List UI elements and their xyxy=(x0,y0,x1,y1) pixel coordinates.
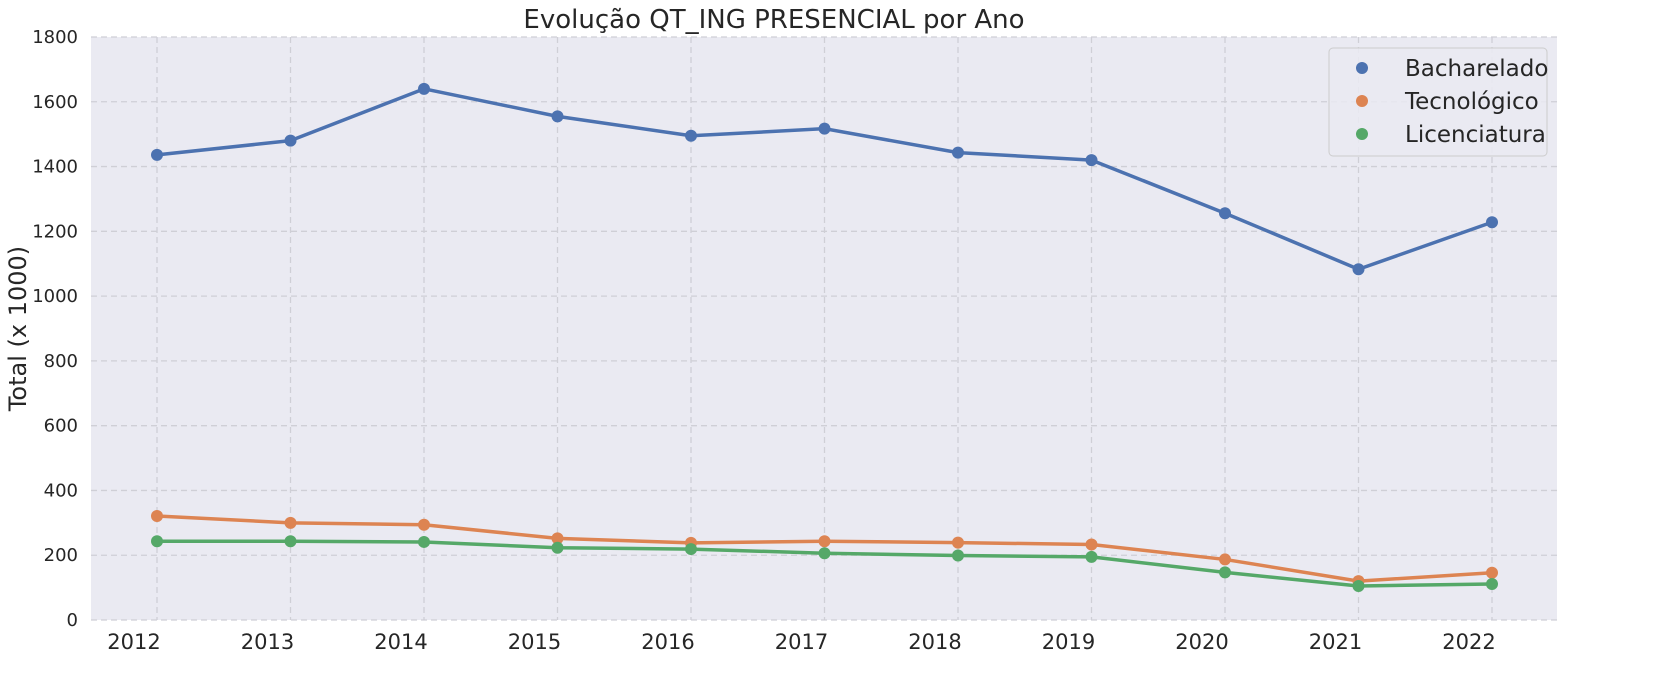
data-point xyxy=(151,148,163,161)
data-point xyxy=(418,518,430,531)
x-tick-label: 2018 xyxy=(908,630,961,654)
x-tick-label: 2017 xyxy=(775,630,828,654)
data-point xyxy=(952,146,964,159)
series-bacharelado xyxy=(151,82,1498,276)
series-tecnológico xyxy=(151,510,1498,588)
y-tick-label: 400 xyxy=(44,480,78,501)
data-point xyxy=(1352,263,1365,276)
y-axis-ticks: 0 200 400 600 800 1000 1200 1400 1600 1800 xyxy=(32,27,78,631)
data-point xyxy=(284,535,297,548)
legend-entry: Bacharelado xyxy=(1405,56,1548,82)
data-point xyxy=(151,535,163,548)
y-tick-label: 200 xyxy=(44,545,78,566)
data-point xyxy=(818,535,831,548)
data-point xyxy=(1486,578,1498,591)
data-point xyxy=(1486,566,1498,579)
data-point xyxy=(952,549,964,562)
y-tick-label: 1200 xyxy=(32,221,78,242)
y-tick-label: 600 xyxy=(44,416,78,437)
legend-entry: Licenciatura xyxy=(1405,122,1546,148)
data-point xyxy=(818,122,831,135)
data-point xyxy=(418,535,430,548)
y-tick-label: 1400 xyxy=(32,157,78,178)
y-tick-label: 1800 xyxy=(32,27,78,48)
data-point xyxy=(151,510,163,523)
data-point xyxy=(952,536,964,549)
data-point xyxy=(284,516,297,529)
data-point xyxy=(1085,538,1098,551)
legend-marker xyxy=(1356,128,1368,140)
x-tick-label: 2020 xyxy=(1175,630,1228,654)
data-point xyxy=(551,110,564,123)
x-tick-label: 2013 xyxy=(241,630,294,654)
y-tick-label: 800 xyxy=(44,351,78,372)
legend: Bacharelado Tecnológico Licenciatura xyxy=(1328,47,1548,157)
y-tick-label: 0 xyxy=(67,610,78,631)
x-tick-label: 2012 xyxy=(107,630,160,654)
legend-entry: Tecnológico xyxy=(1404,89,1539,115)
data-point xyxy=(284,134,297,147)
data-point xyxy=(818,547,831,560)
x-tick-label: 2014 xyxy=(374,630,427,654)
data-point xyxy=(1219,207,1231,220)
data-point xyxy=(1085,550,1098,563)
legend-box xyxy=(1328,47,1548,157)
y-axis-label: Total (x 1000) xyxy=(4,246,32,412)
data-point xyxy=(551,532,564,545)
grid-lines xyxy=(91,36,1557,621)
series-layer xyxy=(151,82,1498,592)
data-point xyxy=(1352,579,1365,592)
data-point xyxy=(1219,566,1231,579)
data-point xyxy=(685,129,697,142)
data-point xyxy=(1486,216,1498,229)
chart-title: Evolução QT_ING PRESENCIAL por Ano xyxy=(523,5,1024,35)
x-tick-label: 2019 xyxy=(1042,630,1095,654)
legend-marker xyxy=(1356,62,1368,74)
data-point xyxy=(1219,553,1231,566)
data-point xyxy=(685,543,697,556)
data-point xyxy=(1085,154,1098,167)
x-tick-label: 2022 xyxy=(1442,630,1495,654)
data-point xyxy=(418,82,430,95)
series-licenciatura xyxy=(151,535,1498,592)
y-tick-label: 1000 xyxy=(32,286,78,307)
y-tick-label: 1600 xyxy=(32,92,78,113)
data-point xyxy=(551,541,564,554)
x-tick-label: 2016 xyxy=(641,630,694,654)
x-tick-label: 2021 xyxy=(1309,630,1362,654)
x-tick-label: 2015 xyxy=(508,630,561,654)
x-axis-ticks: 2012 2013 2014 2015 2016 2017 2018 2019 2020 2021… xyxy=(107,630,1495,654)
legend-marker xyxy=(1356,95,1368,107)
